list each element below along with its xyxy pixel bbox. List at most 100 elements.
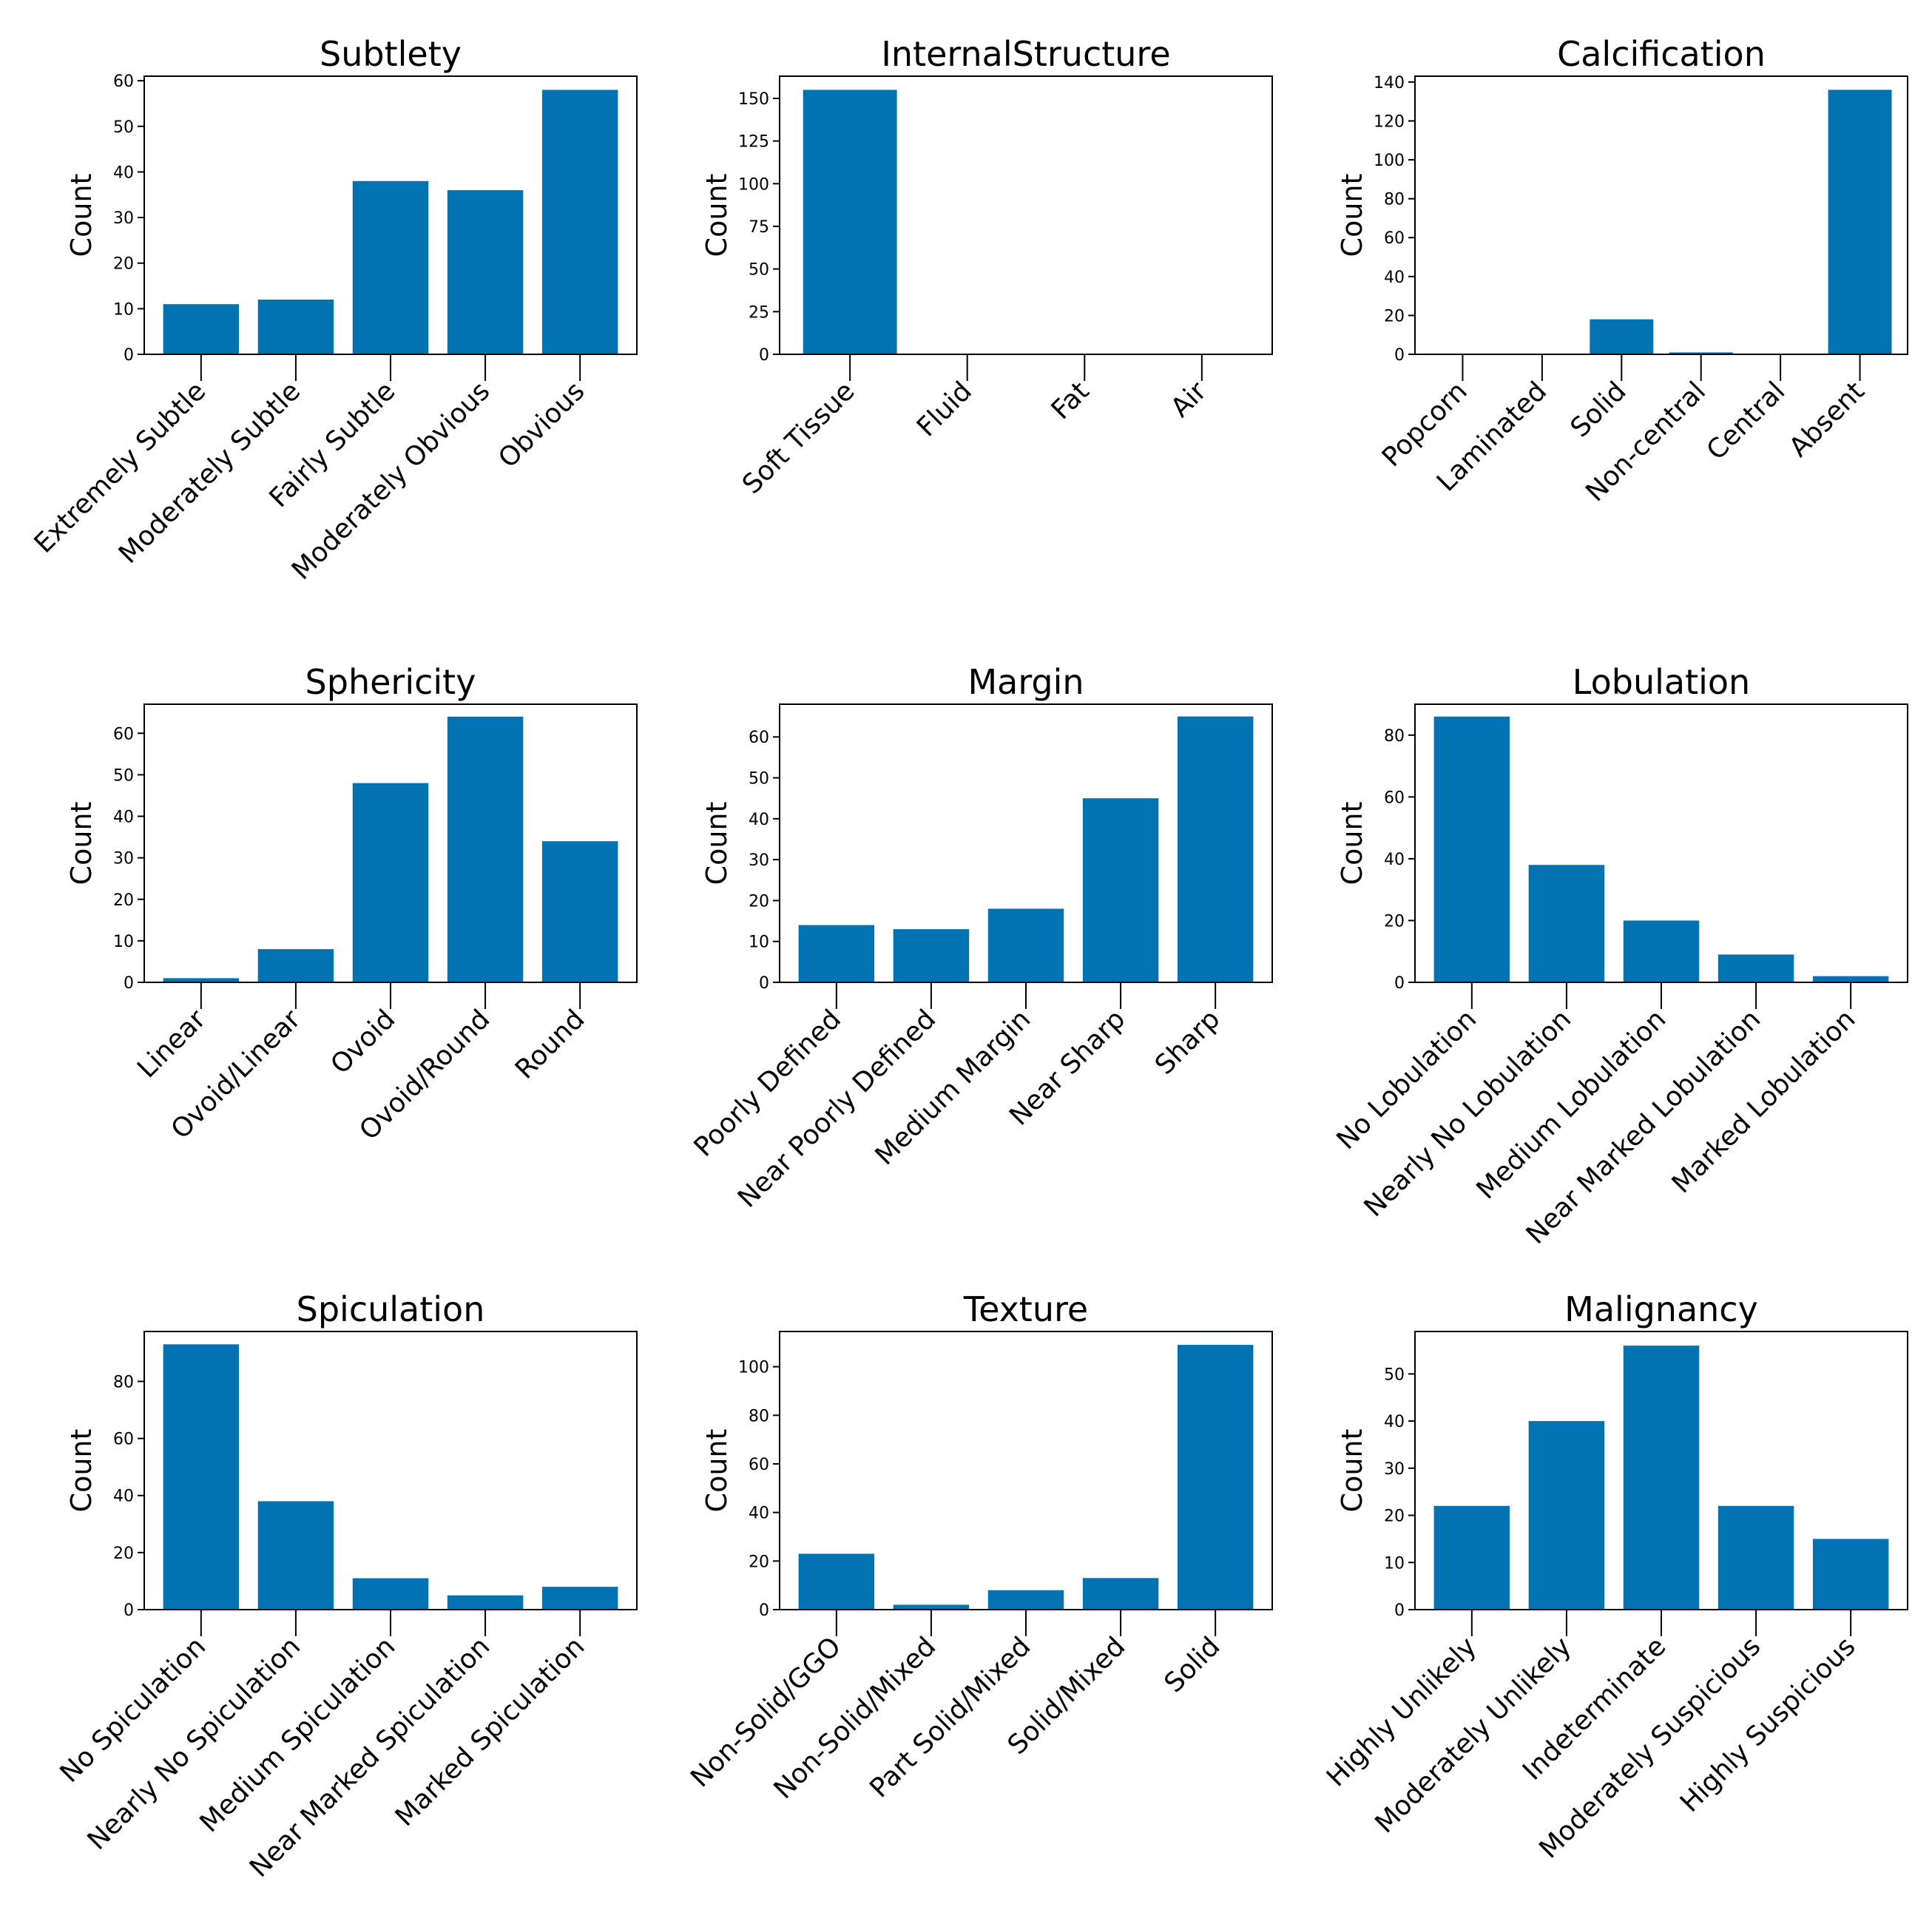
chart-title: Texture (963, 1289, 1088, 1329)
bar-medium-margin (987, 908, 1064, 982)
axes-frame (779, 75, 1273, 355)
bar-nearly-no-spiculation (257, 1501, 334, 1610)
y-tick-label: 60 (113, 72, 134, 91)
y-tick-label: 60 (749, 1456, 769, 1474)
y-tick-label: 10 (113, 933, 134, 951)
bar-moderately-subtle (257, 300, 334, 354)
chart-calcification: Calcification020406080100120140CountPopc… (1336, 34, 1908, 507)
chart-sphericity: Sphericity0102030405060CountLinearOvoid/… (65, 662, 638, 1146)
bar-solid (1590, 319, 1654, 354)
bar-obvious (541, 90, 618, 354)
bar-near-poorly-defined (893, 929, 970, 982)
x-tick-label: Moderately Subtle (113, 376, 306, 569)
x-tick-label: Solid (1158, 1631, 1226, 1698)
x-tick-label: Extremely Subtle (29, 376, 212, 559)
y-tick-label: 10 (749, 934, 769, 952)
chart-title: Calcification (1557, 34, 1766, 74)
y-tick-label: 20 (1384, 1508, 1405, 1526)
bar-marked-lobulation (1812, 976, 1889, 982)
bar-fairly-subtle (352, 180, 429, 354)
y-axis-label: Count (700, 802, 733, 885)
bar-sharp (1177, 716, 1254, 982)
y-tick-label: 30 (1384, 1460, 1405, 1479)
chart-texture: Texture020406080100CountNon-Solid/GGONon… (685, 1289, 1273, 1805)
y-tick-label: 30 (749, 851, 769, 870)
bar-near-marked-spiculation (447, 1595, 524, 1610)
bar-extremely-subtle (163, 304, 240, 354)
y-tick-label: 60 (1384, 229, 1405, 248)
x-tick-label: Ovoid (325, 1004, 401, 1080)
x-tick-label: Round (510, 1004, 591, 1085)
y-tick-label: 0 (1394, 346, 1405, 365)
y-tick-label: 80 (1384, 191, 1405, 209)
y-tick-label: 20 (113, 255, 134, 274)
chart-title: InternalStructure (881, 34, 1170, 74)
y-axis-label: Count (65, 802, 98, 885)
bar-highly-suspicious (1812, 1539, 1889, 1610)
y-tick-label: 40 (1384, 269, 1405, 287)
bar-solid (1177, 1345, 1254, 1610)
bar-linear (163, 978, 240, 982)
y-tick-label: 50 (749, 770, 769, 789)
chart-title: Lobulation (1573, 662, 1750, 702)
y-tick-label: 20 (749, 892, 769, 911)
y-axis-label: Count (65, 1429, 98, 1513)
x-tick-label: Non-Solid/Mixed (769, 1631, 942, 1805)
chart-title: Spiculation (297, 1289, 485, 1329)
y-tick-label: 60 (749, 729, 769, 747)
y-tick-label: 40 (1384, 851, 1405, 869)
y-axis-label: Count (1336, 1429, 1368, 1513)
y-tick-label: 40 (113, 163, 134, 182)
y-tick-label: 120 (1374, 112, 1405, 131)
bar-solid-mixed (1082, 1578, 1159, 1610)
y-tick-label: 75 (749, 218, 769, 237)
y-tick-label: 125 (738, 133, 769, 152)
bar-near-marked-lobulation (1717, 954, 1794, 982)
bar-no-lobulation (1433, 716, 1510, 982)
x-tick-label: Linear (132, 1004, 212, 1084)
bar-non-solid-ggo (798, 1553, 875, 1610)
x-tick-label: Marked Lobulation (1666, 1004, 1862, 1199)
x-tick-label: Obvious (493, 376, 590, 473)
bar-part-solid-mixed (987, 1590, 1064, 1610)
bar-marked-spiculation (541, 1587, 618, 1610)
y-tick-label: 60 (113, 1431, 134, 1449)
bar-non-solid-mixed (893, 1604, 970, 1610)
bar-ovoid-linear (257, 949, 334, 982)
y-tick-label: 30 (113, 209, 134, 228)
x-tick-label: Solid (1565, 376, 1632, 443)
bar-moderately-unlikely (1528, 1421, 1605, 1610)
axes-frame (1414, 75, 1908, 355)
bar-non-central (1669, 352, 1733, 354)
chart-internalstructure: InternalStructure 0 25 50 75 100 125 150 Count So… (700, 34, 1273, 500)
x-tick-label: Soft Tissue (737, 376, 860, 499)
bar-ovoid (352, 783, 429, 982)
bar-medium-lobulation (1623, 920, 1700, 982)
chart-title: Margin (967, 662, 1084, 702)
bar-moderately-obvious (447, 190, 524, 354)
y-tick-label: 80 (749, 1407, 769, 1425)
y-tick-label: 60 (1384, 789, 1405, 807)
bar-nearly-no-lobulation (1528, 865, 1605, 982)
bar-highly-unlikely (1433, 1505, 1510, 1610)
bar-absent (1828, 90, 1892, 355)
y-tick-label: 100 (738, 1359, 769, 1377)
y-tick-label: 0 (124, 1601, 134, 1620)
bar-near-sharp (1082, 798, 1159, 982)
y-tick-label: 25 (749, 303, 769, 322)
y-tick-label: 40 (749, 811, 769, 829)
y-tick-label: 40 (1384, 1413, 1405, 1431)
x-tick-label: Fluid (911, 376, 978, 442)
y-tick-label: 20 (113, 891, 134, 910)
y-tick-label: 0 (124, 974, 134, 993)
x-tick-label: Absent (1783, 376, 1871, 463)
chart-subtlety: Subtlety 0 10 20 30 40 50 60 Count Extremely Subt… (29, 34, 638, 586)
y-tick-label: 20 (113, 1545, 134, 1563)
y-tick-label: 150 (738, 90, 769, 109)
bar-poorly-defined (798, 925, 875, 982)
y-tick-label: 20 (1384, 912, 1405, 931)
y-tick-label: 0 (1394, 1601, 1405, 1620)
x-tick-label: Marked Spiculation (390, 1631, 591, 1832)
x-tick-label: Part Solid/Mixed (864, 1631, 1036, 1803)
